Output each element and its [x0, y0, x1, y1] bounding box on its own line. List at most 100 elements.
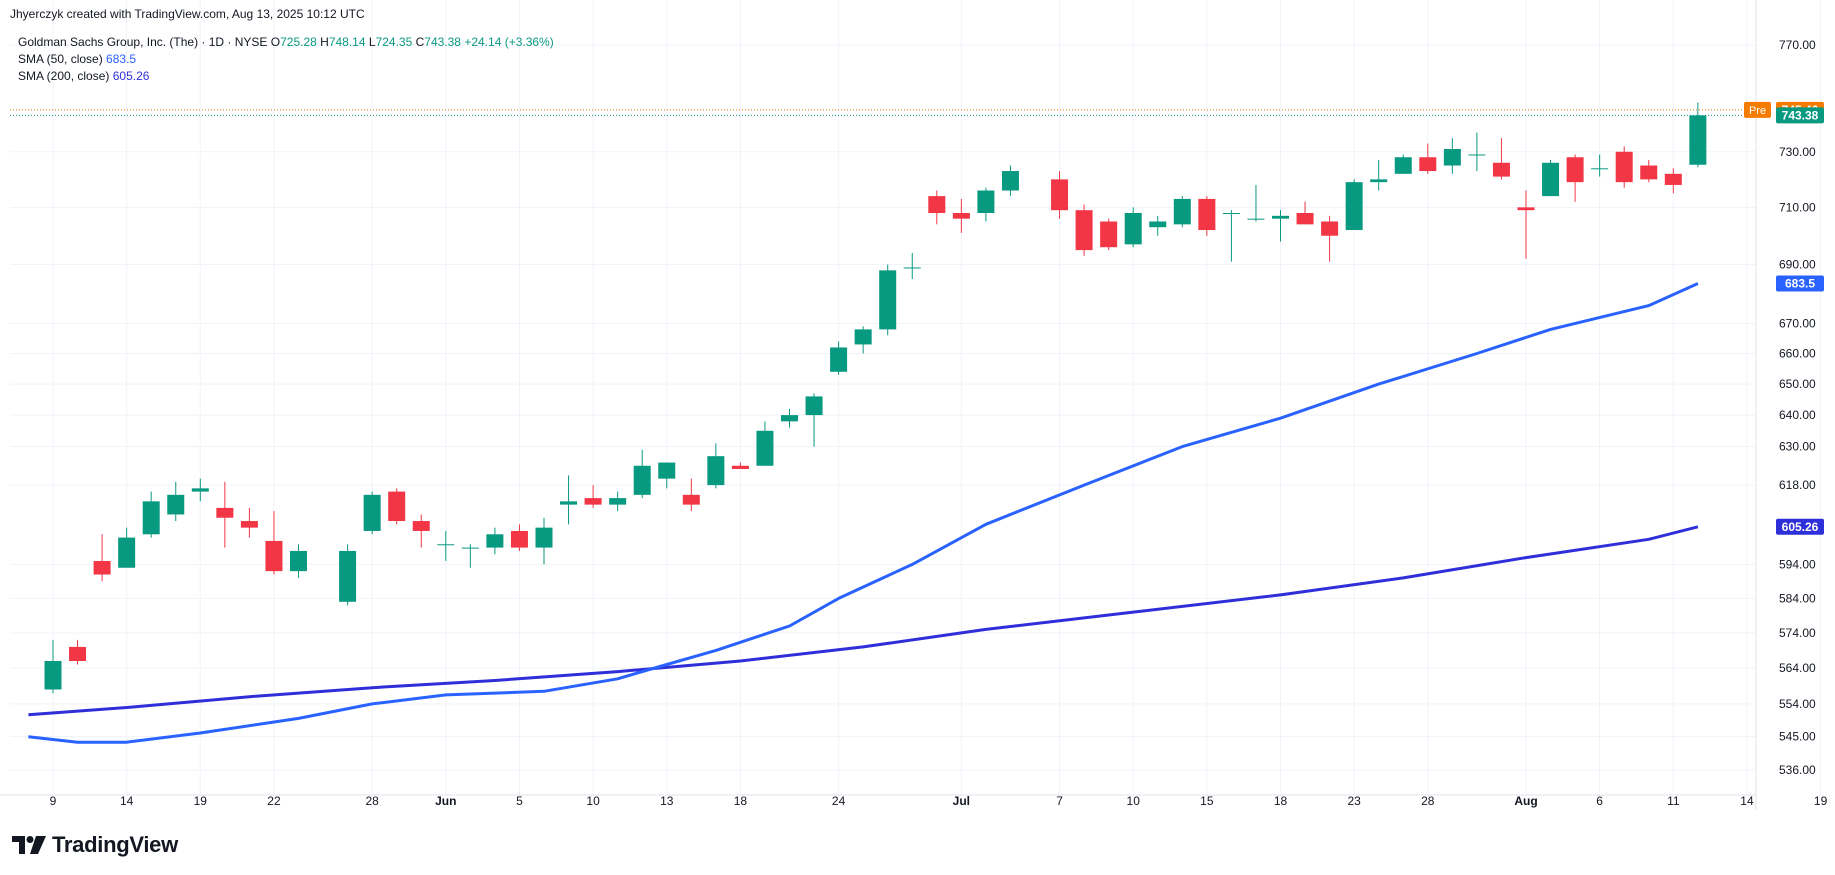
candle-body [781, 415, 798, 422]
candle-body [903, 267, 921, 269]
tradingview-logo[interactable]: TradingView [12, 832, 178, 858]
candle [1664, 168, 1682, 194]
candle [93, 534, 111, 582]
y-tick-label: 630.00 [1779, 440, 1816, 454]
low-value: 724.35 [375, 35, 413, 49]
y-tick-label: 536.00 [1779, 763, 1816, 777]
candle-body [1640, 165, 1658, 180]
y-tick-label: 730.00 [1779, 145, 1816, 159]
candle [1443, 138, 1461, 174]
candle-body [1124, 213, 1142, 245]
candle [609, 491, 627, 512]
candle-body [1394, 157, 1412, 174]
legend-sma50-row[interactable]: SMA (50, close) 683.5 [18, 51, 554, 68]
candle-body [584, 498, 602, 505]
x-tick-label: 18 [734, 794, 748, 808]
candle-body [1051, 179, 1069, 211]
candle [1075, 204, 1093, 256]
candle [1370, 160, 1388, 191]
candle-body [1542, 162, 1560, 197]
candle [756, 421, 774, 466]
candle-body [707, 456, 725, 486]
close-value: 743.38 [424, 35, 461, 49]
candle [560, 475, 578, 525]
candle [731, 462, 749, 469]
candle [830, 341, 848, 375]
candle-body [216, 507, 234, 518]
sma-200-line [28, 525, 1699, 717]
candle [1345, 179, 1363, 231]
candle-body [93, 561, 111, 575]
candle-body [535, 527, 553, 548]
close-label: C [415, 35, 425, 49]
candle [1100, 218, 1118, 251]
y-tick-label: 584.00 [1779, 591, 1816, 605]
y-tick-label: 640.00 [1779, 408, 1816, 422]
legend-sma200-row[interactable]: SMA (200, close) 605.26 [18, 68, 554, 85]
x-tick-label: 11 [1667, 794, 1680, 808]
x-tick-label: Aug [1514, 794, 1537, 808]
high-value: 748.14 [328, 35, 366, 49]
y-tick-label: 770.00 [1779, 38, 1816, 52]
time-axis[interactable]: 9 14 19 22 28 Jun 5 10 13 18 24 Jul 7 10 15 18 23 28 Aug 6 1… [0, 794, 1828, 808]
price-badge [1776, 107, 1824, 124]
x-tick-label: 23 [1347, 794, 1361, 808]
x-tick-label: 13 [660, 794, 674, 808]
y-tick-label: 618.00 [1779, 478, 1816, 492]
sma200-label: SMA (200, close) [18, 69, 110, 83]
candle-body [461, 547, 479, 549]
candle-body [1370, 179, 1388, 183]
sma-200-line-group [28, 525, 1699, 717]
symbol-title[interactable]: Goldman Sachs Group, Inc. (The) · 1D · N… [18, 35, 268, 49]
y-tick-label: 554.00 [1779, 697, 1816, 711]
price-badge-label: 743.38 [1782, 108, 1819, 122]
candle [118, 527, 136, 568]
candle [952, 198, 970, 233]
candle [1492, 138, 1510, 180]
candle-body [1100, 221, 1118, 248]
candle-body [1468, 154, 1486, 156]
price-axis[interactable]: 536.00 545.00 554.00 564.00 574.00 584.00 594.… [1744, 38, 1824, 777]
x-tick-label: 19 [194, 794, 208, 808]
candle [1247, 184, 1265, 222]
candle [69, 639, 87, 665]
candle-body [1345, 182, 1363, 231]
candle-body [44, 661, 62, 690]
candle [486, 527, 504, 555]
open-label: O [270, 35, 281, 49]
open-value: 725.28 [280, 35, 317, 49]
candle-body [437, 544, 455, 546]
candle [216, 481, 234, 548]
candle-body [1222, 213, 1240, 215]
candle [191, 478, 209, 502]
y-tick-label: 650.00 [1779, 377, 1816, 391]
candle-body [633, 465, 651, 495]
candle [1591, 154, 1609, 177]
tradingview-logo-icon [12, 836, 46, 854]
candle [707, 443, 725, 489]
pre-market-badge-label: Pre [1749, 105, 1766, 117]
candle-body [952, 213, 970, 219]
x-tick-label: 24 [832, 794, 846, 808]
candle [1394, 154, 1412, 174]
candle [363, 491, 381, 535]
candle-body [1566, 157, 1584, 183]
candle [1051, 171, 1069, 219]
candle [854, 326, 872, 354]
sma-50-line [28, 282, 1699, 744]
candle [1640, 160, 1658, 183]
candle [437, 530, 455, 562]
price-lines-group [10, 109, 1756, 116]
x-tick-label: 10 [586, 794, 600, 808]
candle-body [731, 465, 749, 469]
candle-body [1198, 198, 1216, 231]
candle-body [928, 196, 946, 214]
candle-body [1517, 207, 1535, 211]
candle [1198, 196, 1216, 236]
x-tick-label: 5 [516, 794, 523, 808]
candle [1001, 165, 1019, 197]
y-tick-label: 545.00 [1779, 730, 1816, 744]
candle-body [412, 521, 430, 531]
candle-body [1321, 221, 1339, 236]
